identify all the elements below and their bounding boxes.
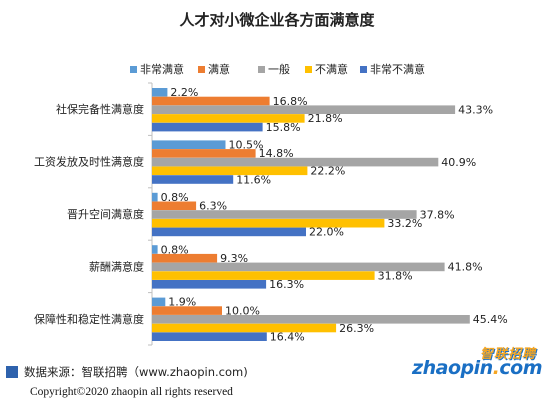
copyright-text: Copyright©2020 zhaopin all rights reserv…: [30, 386, 233, 398]
source-text: 数据来源：智联招聘（www.zhaopin.com): [24, 365, 248, 379]
data-labels: 2.2% 16.8% 43.3% 21.8% 15.8%10.5%14.8% 40.9% 2…: [161, 86, 508, 343]
bar-0-1: [152, 96, 270, 106]
legend-label-4: 非常不满意: [370, 62, 425, 76]
data-label-3-0: 0.8%: [161, 243, 189, 256]
bar-1-3: [152, 166, 308, 176]
legend-label-3: 不满意: [315, 62, 348, 76]
bar-2-2: [152, 210, 417, 219]
bar-0-4: [152, 122, 263, 132]
bar-4-1: [152, 306, 222, 315]
data-label-3-2: 41.8%: [448, 261, 483, 274]
data-label-0-1: 16.8%: [273, 95, 308, 108]
logo-chinese-text: 智联招聘: [479, 347, 536, 362]
data-label-1-3: 22.2%: [310, 165, 345, 178]
data-label-3-1: 9.3%: [220, 252, 248, 265]
data-label-4-0: 1.9%: [168, 296, 196, 309]
bar-3-1: [152, 253, 218, 263]
bar-1-4: [152, 175, 234, 184]
data-label-2-0: 0.8%: [161, 191, 189, 204]
legend-label-0: 非常满意: [140, 62, 184, 76]
logo-en-tail: com: [499, 357, 542, 379]
legend-swatch-2: [258, 66, 265, 73]
logo-en-dot: .: [492, 357, 500, 379]
bar-4-4: [152, 332, 267, 341]
bar-2-1: [152, 201, 197, 211]
bar-1-0: [152, 140, 226, 149]
legend-label-1: 满意: [208, 62, 230, 76]
zhaopin-logo: 智联招聘 zhaopin.com: [412, 343, 544, 383]
bar-4-0: [152, 297, 166, 307]
bar-1-1: [152, 149, 256, 158]
legend-swatch-4: [360, 66, 367, 73]
bar-4-2: [152, 315, 470, 324]
bar-series: [152, 88, 470, 341]
data-label-3-4: 16.3%: [269, 278, 304, 291]
data-label-0-2: 43.3%: [458, 104, 493, 117]
bar-0-2: [152, 105, 456, 114]
data-label-4-2: 45.4%: [473, 313, 508, 326]
bar-2-0: [152, 192, 158, 202]
data-label-1-0: 10.5%: [229, 139, 264, 152]
category-label-3: 薪酬满意度: [89, 259, 144, 273]
bar-0-0: [152, 88, 168, 97]
data-label-1-1: 14.8%: [259, 147, 294, 160]
bar-0-3: [152, 114, 305, 123]
bar-1-2: [152, 157, 439, 167]
data-label-2-1: 6.3%: [199, 200, 227, 213]
category-axis-ticks: [148, 82, 152, 346]
bar-3-2: [152, 262, 445, 272]
legend-swatch-1: [198, 66, 205, 73]
data-label-0-0: 2.2%: [170, 86, 198, 99]
data-label-1-4: 11.6%: [236, 173, 271, 186]
category-label-1: 工资发放及时性满意度: [34, 155, 144, 169]
bar-2-4: [152, 227, 306, 237]
bar-2-3: [152, 218, 385, 228]
source-note: 数据来源：智联招聘（www.zhaopin.com): [6, 364, 248, 380]
source-marker-icon: [6, 366, 18, 378]
data-label-3-3: 31.8%: [378, 269, 413, 282]
data-label-4-3: 26.3%: [339, 322, 374, 335]
bar-3-0: [152, 245, 158, 254]
logo-english-text: zhaopin.com: [412, 357, 542, 379]
data-label-2-4: 22.0%: [309, 226, 344, 239]
data-label-4-4: 16.4%: [270, 331, 305, 344]
category-label-2: 晋升空间满意度: [67, 207, 144, 221]
legend-label-2: 一般: [268, 63, 290, 76]
data-label-0-4: 15.8%: [266, 121, 301, 134]
logo-en-main: zhaopin: [412, 357, 493, 379]
category-label-4: 保障性和稳定性满意度: [34, 312, 144, 326]
bar-3-3: [152, 271, 375, 280]
bar-4-3: [152, 323, 337, 333]
data-label-1-2: 40.9%: [441, 156, 476, 169]
category-label-0: 社保完备性满意度: [56, 102, 144, 116]
data-label-2-3: 33.2%: [387, 217, 422, 230]
bar-3-4: [152, 280, 267, 289]
legend-swatch-0: [130, 66, 137, 73]
legend-swatch-3: [305, 66, 312, 73]
chart-legend: 非常满意 满意 一般 不满意 非常不满意: [130, 62, 425, 76]
data-label-4-1: 10.0%: [225, 304, 260, 317]
bar-chart: 人才对小微企业各方面满意度 非常满意 满意 一般 不满意 非常不满意 社保完备性满意度工…: [34, 11, 508, 346]
data-label-0-3: 21.8%: [308, 112, 343, 125]
data-label-2-2: 37.8%: [420, 208, 455, 221]
chart-title: 人才对小微企业各方面满意度: [179, 11, 375, 29]
